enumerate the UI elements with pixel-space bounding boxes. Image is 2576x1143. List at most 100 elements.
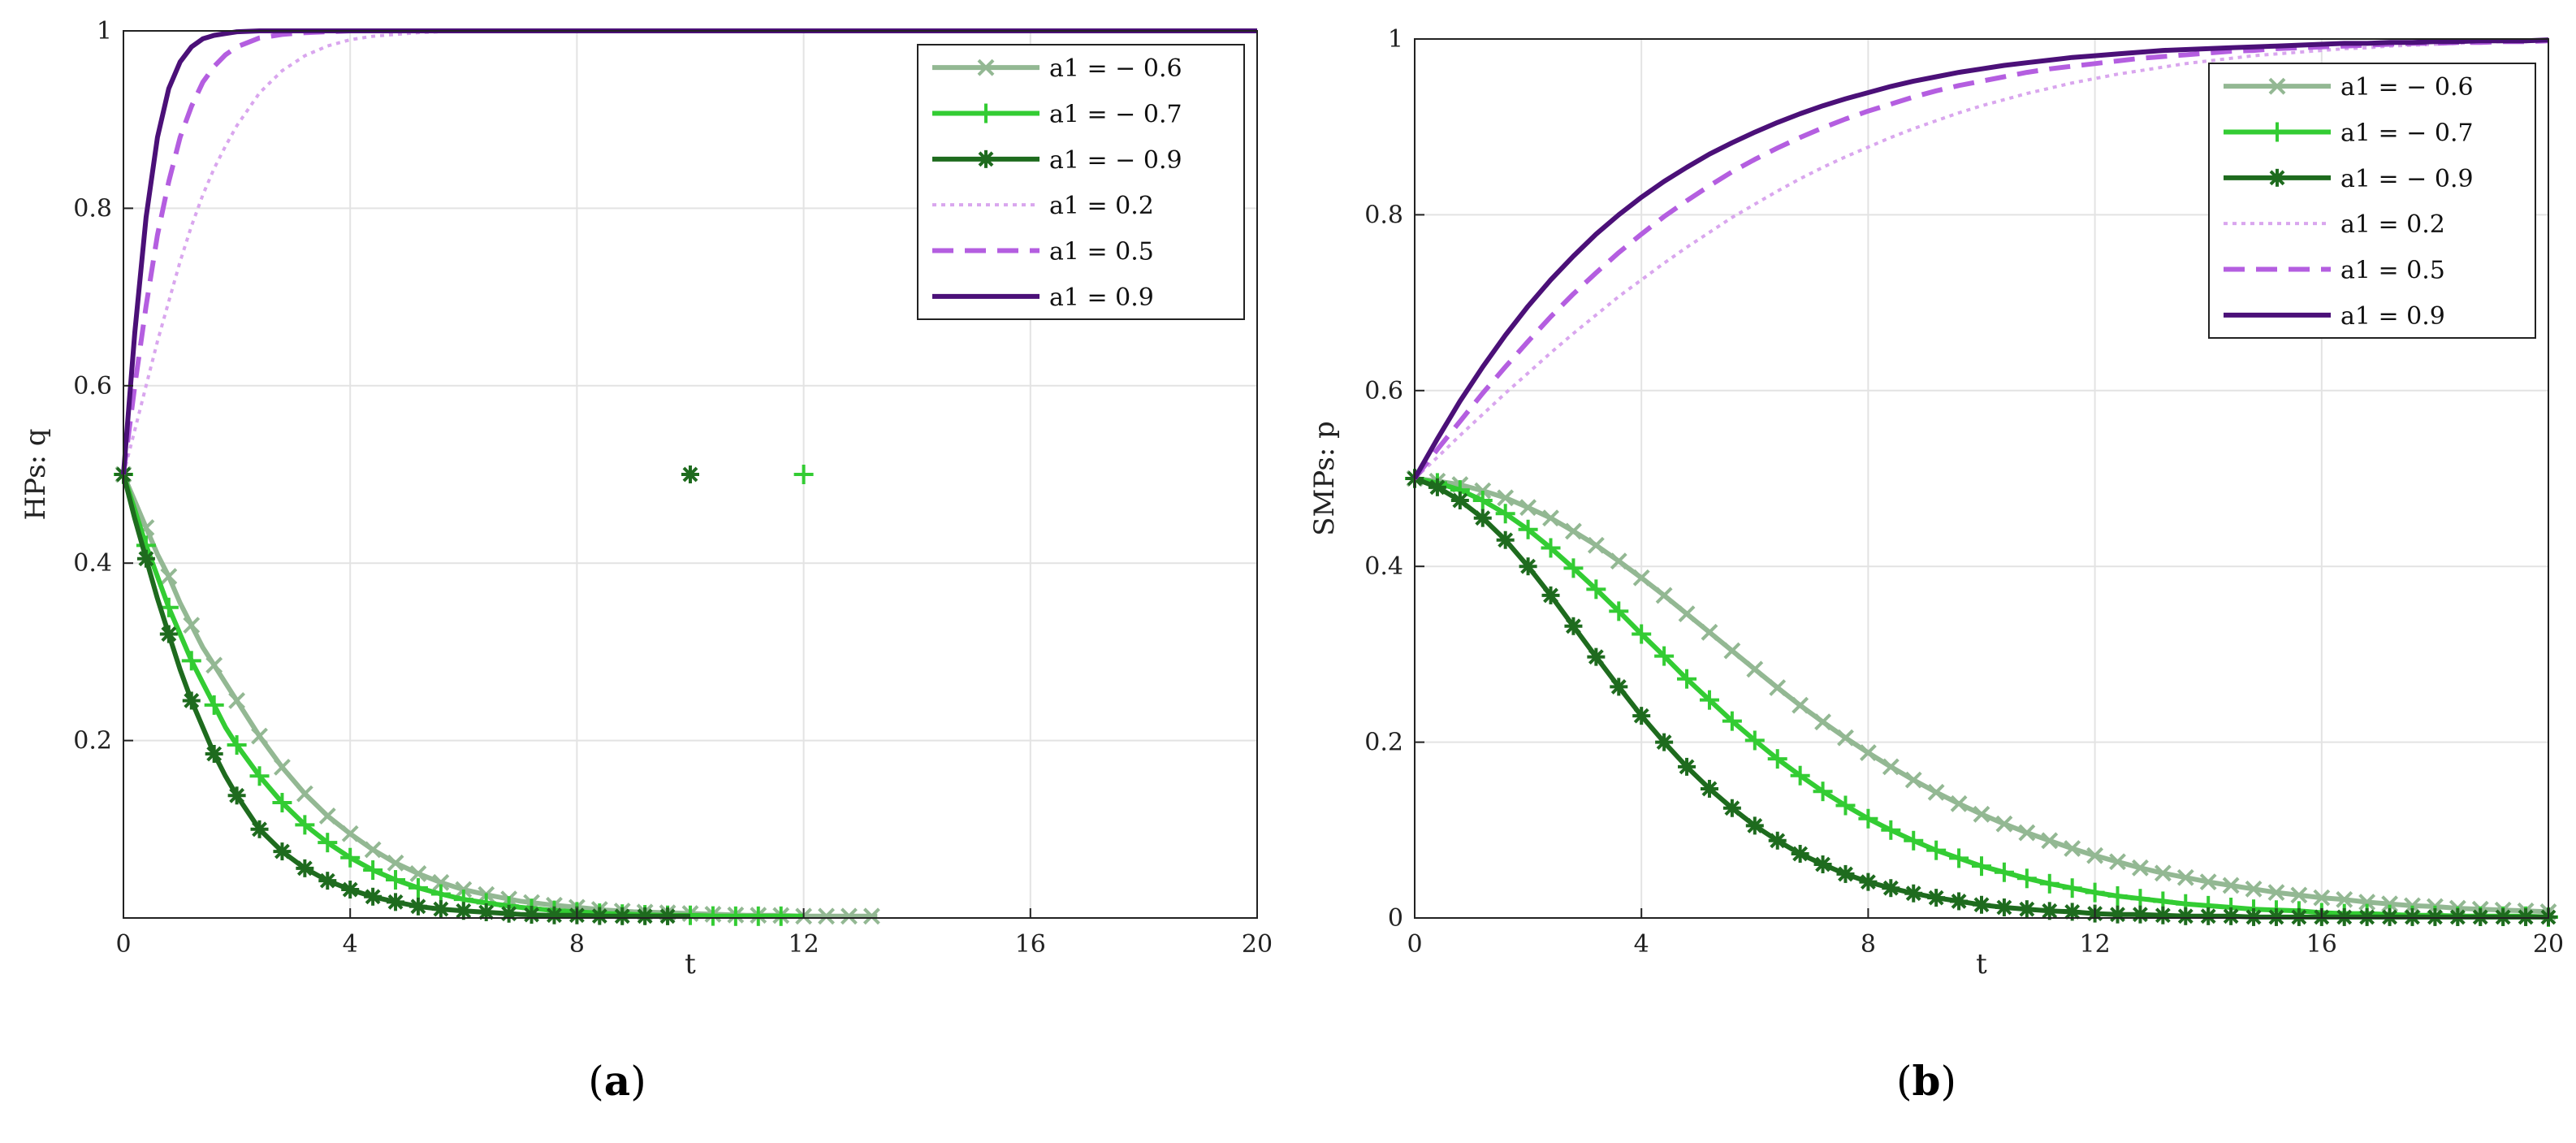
series-marker-2 xyxy=(272,793,292,813)
y-tick-label: 0.6 xyxy=(1364,377,1403,405)
y-tick-label: 0.4 xyxy=(73,549,112,578)
series-marker-3 xyxy=(2176,907,2195,925)
series-marker-2 xyxy=(1472,491,1493,511)
series-marker-2 xyxy=(1949,848,1969,868)
series-marker-3 xyxy=(1745,816,1764,835)
series-marker-2 xyxy=(1994,862,2014,882)
legend: a1 = − 0.6 a1 = − 0.7 a1 = − 0.9 a1 = 0.2 a1… xyxy=(2208,63,2536,339)
legend-marker-1 xyxy=(977,58,995,76)
series-marker-1 xyxy=(1837,729,1854,747)
series-line-6 xyxy=(1412,37,2549,480)
series-marker-2 xyxy=(1654,646,1675,666)
series-marker-1 xyxy=(2064,840,2081,857)
series-marker-2 xyxy=(1767,749,1787,769)
series-marker-1 xyxy=(2245,880,2263,898)
axes-box xyxy=(1414,38,2549,919)
series-marker-3 xyxy=(1950,892,1969,911)
series-marker-1 xyxy=(2199,873,2217,891)
series-marker-3 xyxy=(1791,845,1809,864)
series-marker-2 xyxy=(725,906,746,926)
series-marker-1 xyxy=(1995,815,2013,833)
x-tick-label: 8 xyxy=(569,930,585,959)
series-marker-3 xyxy=(1927,889,1946,907)
series-marker-3 xyxy=(1473,509,1492,527)
series-marker-2 xyxy=(1904,830,1924,851)
legend-label-6: a1 = 0.9 xyxy=(1049,284,1154,312)
series-marker-3 xyxy=(1587,647,1606,666)
series-marker-3 xyxy=(2289,907,2308,926)
x-tick-label: 16 xyxy=(2306,930,2337,959)
series-marker-2 xyxy=(204,695,224,715)
series-marker-2 xyxy=(1586,579,1606,600)
series-marker-1 xyxy=(2041,832,2059,850)
series-marker-3 xyxy=(1450,491,1469,510)
series-marker-3 xyxy=(2517,907,2535,926)
series-marker-1 xyxy=(2381,895,2398,913)
axes-box xyxy=(123,30,1258,919)
series-marker-2 xyxy=(249,766,270,786)
x-tick-label: 4 xyxy=(343,930,358,959)
series-marker-1 xyxy=(1723,642,1741,660)
series-marker-3 xyxy=(545,906,564,924)
series-marker-1 xyxy=(341,825,359,842)
series-marker-2 xyxy=(2039,873,2060,894)
series-marker-3 xyxy=(2222,907,2241,925)
series-marker-3 xyxy=(2245,907,2263,926)
series-marker-1 xyxy=(2086,846,2104,864)
y-tick-label: 0.2 xyxy=(1364,729,1403,757)
series-marker-2 xyxy=(771,906,791,926)
series-marker-3 xyxy=(2131,905,2150,924)
y-axis-label: HPs: q xyxy=(19,428,52,520)
series-marker-3 xyxy=(681,465,699,483)
series-marker-1 xyxy=(1746,660,1764,678)
series-marker-2 xyxy=(1699,690,1719,710)
series-marker-1 xyxy=(387,854,404,872)
series-marker-1 xyxy=(2132,859,2149,877)
legend-label-1: a1 = − 0.6 xyxy=(2340,73,2474,102)
series-marker-3 xyxy=(1632,707,1651,725)
series-marker-3 xyxy=(636,907,655,925)
series-marker-1 xyxy=(296,785,313,803)
series-marker-1 xyxy=(2290,886,2308,904)
series-marker-1 xyxy=(1882,758,1900,776)
legend: a1 = − 0.6 a1 = − 0.7 a1 = − 0.9 a1 = 0.2 a1… xyxy=(917,44,1245,320)
series-marker-1 xyxy=(1632,569,1650,587)
series-marker-1 xyxy=(183,617,201,634)
series-marker-3 xyxy=(2426,907,2444,926)
series-marker-3 xyxy=(1768,831,1787,850)
legend-label-6: a1 = 0.9 xyxy=(2340,302,2445,331)
series-marker-2 xyxy=(748,906,768,926)
series-marker-3 xyxy=(159,625,178,643)
series-marker-3 xyxy=(2448,907,2467,926)
series-marker-3 xyxy=(364,887,383,906)
series-marker-3 xyxy=(182,691,201,710)
series-marker-3 xyxy=(273,842,292,861)
series-marker-2 xyxy=(1744,730,1765,751)
series-marker-1 xyxy=(841,907,858,925)
legend-label-5: a1 = 0.5 xyxy=(1049,238,1154,266)
series-marker-1 xyxy=(2336,890,2353,908)
legend-marker-3 xyxy=(977,149,995,168)
series-marker-1 xyxy=(862,907,880,925)
y-tick-label: 0.4 xyxy=(1364,552,1403,581)
y-tick-label: 1 xyxy=(1388,25,1403,54)
series-marker-1 xyxy=(1519,499,1537,517)
series-marker-3 xyxy=(2199,907,2218,925)
series-marker-2 xyxy=(1790,765,1810,786)
y-tick-label: 0.8 xyxy=(73,194,112,223)
legend-marker-3 xyxy=(2268,168,2286,187)
series-marker-3 xyxy=(2471,907,2490,926)
series-marker-2 xyxy=(1518,519,1538,539)
legend-label-3: a1 = − 0.9 xyxy=(2340,165,2474,193)
series-marker-1 xyxy=(1973,805,1990,823)
x-tick-label: 20 xyxy=(1242,930,1273,959)
series-marker-2 xyxy=(1835,795,1856,816)
legend-box xyxy=(2208,63,2536,339)
series-marker-2 xyxy=(1858,808,1878,829)
series-marker-3 xyxy=(408,897,427,916)
series-marker-3 xyxy=(2040,902,2059,920)
series-marker-3 xyxy=(1882,879,1900,898)
series-marker-1 xyxy=(2222,877,2240,894)
series-marker-2 xyxy=(227,735,247,756)
legend-label-2: a1 = − 0.7 xyxy=(1049,101,1182,129)
